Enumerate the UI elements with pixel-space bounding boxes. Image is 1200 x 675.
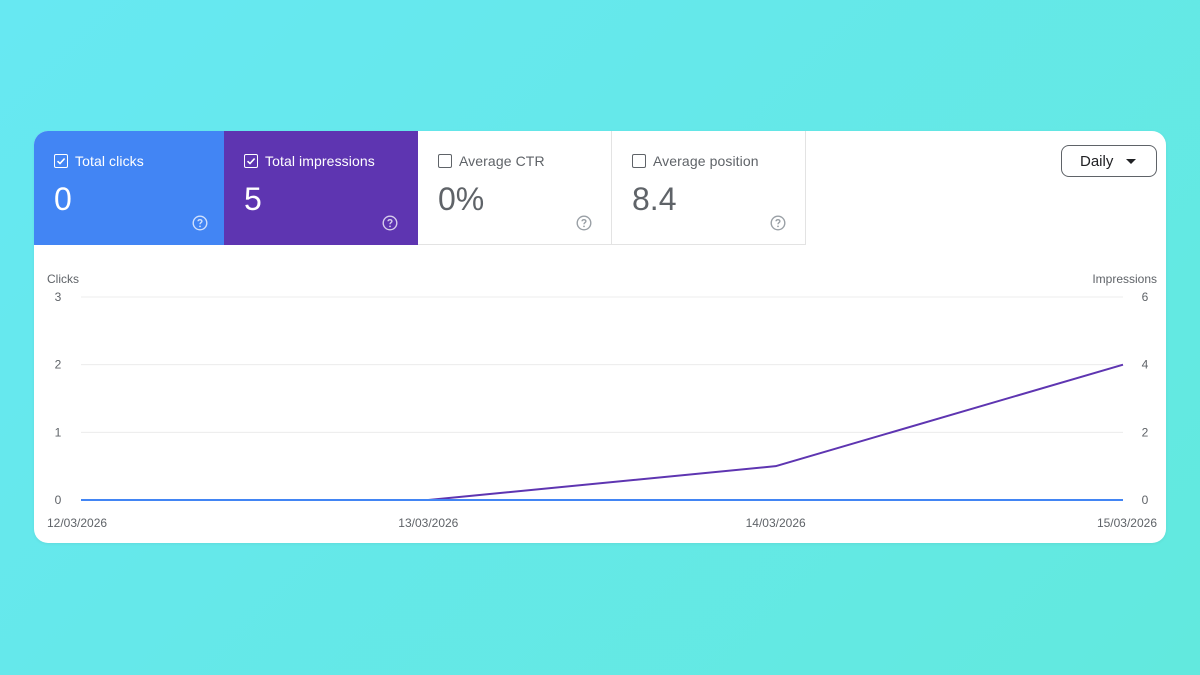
metric-label: Total clicks bbox=[75, 153, 144, 169]
left-tick-label: 1 bbox=[55, 425, 62, 439]
metric-value: 5 bbox=[244, 181, 262, 217]
metric-average-position[interactable]: Average position 8.4 bbox=[612, 131, 806, 245]
x-tick-label: 15/03/2026 bbox=[1097, 516, 1157, 530]
right-tick-label: 2 bbox=[1142, 425, 1149, 439]
performance-chart: Clicks Impressions 0 1 2 3 0 2 4 6 12/03/2026 13/03… bbox=[47, 272, 1157, 530]
period-dropdown-label: Daily bbox=[1080, 152, 1114, 170]
metric-total-impressions[interactable]: Total impressions 5 bbox=[224, 131, 418, 245]
metric-value: 0 bbox=[54, 181, 72, 217]
metric-label: Total impressions bbox=[265, 153, 375, 169]
metric-label: Average position bbox=[653, 153, 759, 169]
metric-total-clicks[interactable]: Total clicks 0 bbox=[34, 131, 224, 245]
checkbox-checked-icon[interactable] bbox=[244, 154, 258, 168]
left-axis-title: Clicks bbox=[47, 272, 79, 286]
help-icon[interactable] bbox=[576, 215, 592, 231]
right-axis-title: Impressions bbox=[1092, 272, 1157, 286]
period-dropdown[interactable]: Daily bbox=[1061, 145, 1157, 177]
metric-tabs: Total clicks 0 Total impressions 5 bbox=[34, 131, 806, 245]
x-tick-label: 13/03/2026 bbox=[398, 516, 458, 530]
right-tick-label: 0 bbox=[1142, 493, 1149, 507]
metric-label: Average CTR bbox=[459, 153, 545, 169]
help-icon[interactable] bbox=[770, 215, 786, 231]
help-icon[interactable] bbox=[192, 215, 208, 231]
checkbox-unchecked-icon[interactable] bbox=[438, 154, 452, 168]
metric-average-ctr[interactable]: Average CTR 0% bbox=[418, 131, 612, 245]
performance-card: Total clicks 0 Total impressions 5 bbox=[34, 131, 1166, 543]
left-tick-label: 2 bbox=[55, 358, 62, 372]
x-tick-label: 12/03/2026 bbox=[47, 516, 107, 530]
right-tick-label: 4 bbox=[1142, 358, 1149, 372]
x-tick-label: 14/03/2026 bbox=[746, 516, 806, 530]
right-tick-label: 6 bbox=[1142, 290, 1149, 304]
metric-value: 0% bbox=[438, 181, 485, 217]
left-tick-label: 0 bbox=[55, 493, 62, 507]
checkbox-unchecked-icon[interactable] bbox=[632, 154, 646, 168]
left-tick-label: 3 bbox=[55, 290, 62, 304]
help-icon[interactable] bbox=[382, 215, 398, 231]
metric-value: 8.4 bbox=[632, 181, 677, 217]
checkbox-checked-icon[interactable] bbox=[54, 154, 68, 168]
caret-down-icon bbox=[1126, 159, 1136, 164]
